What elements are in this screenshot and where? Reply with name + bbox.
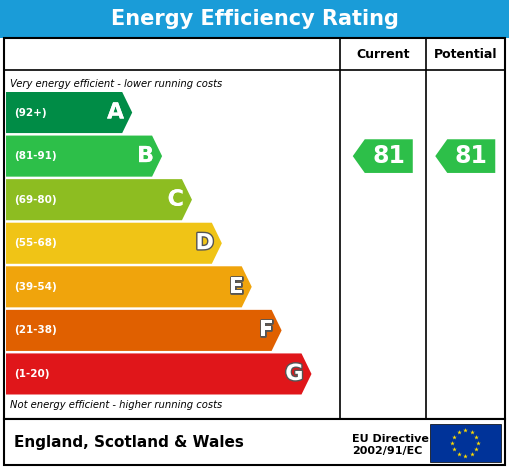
Polygon shape bbox=[6, 266, 252, 307]
Text: D: D bbox=[195, 233, 214, 253]
Text: EU Directive: EU Directive bbox=[352, 434, 429, 444]
Polygon shape bbox=[6, 310, 281, 351]
Text: 81: 81 bbox=[455, 144, 488, 168]
Text: Potential: Potential bbox=[434, 48, 497, 61]
Text: (39-54): (39-54) bbox=[14, 282, 56, 292]
Text: 2002/91/EC: 2002/91/EC bbox=[352, 446, 422, 456]
Text: G: G bbox=[285, 364, 303, 384]
Text: (92+): (92+) bbox=[14, 107, 47, 118]
Text: (55-68): (55-68) bbox=[14, 238, 56, 248]
Bar bbox=[430, 424, 501, 462]
Polygon shape bbox=[6, 92, 132, 133]
Text: England, Scotland & Wales: England, Scotland & Wales bbox=[14, 434, 244, 450]
Polygon shape bbox=[6, 179, 192, 220]
Text: (1-20): (1-20) bbox=[14, 369, 49, 379]
Polygon shape bbox=[435, 139, 495, 173]
Text: (81-91): (81-91) bbox=[14, 151, 56, 161]
Polygon shape bbox=[6, 135, 162, 177]
Text: Current: Current bbox=[356, 48, 410, 61]
Text: Very energy efficient - lower running costs: Very energy efficient - lower running co… bbox=[10, 79, 222, 89]
Bar bbox=[0, 0, 509, 38]
Polygon shape bbox=[353, 139, 413, 173]
Text: 81: 81 bbox=[372, 144, 405, 168]
Text: A: A bbox=[107, 103, 124, 122]
Polygon shape bbox=[6, 223, 222, 264]
Text: (21-38): (21-38) bbox=[14, 325, 56, 335]
Text: (69-80): (69-80) bbox=[14, 195, 56, 205]
Text: C: C bbox=[167, 190, 184, 210]
Bar bbox=[4, 419, 505, 465]
Text: Energy Efficiency Rating: Energy Efficiency Rating bbox=[110, 9, 399, 29]
Text: B: B bbox=[137, 146, 154, 166]
Text: E: E bbox=[229, 277, 244, 297]
Text: F: F bbox=[259, 320, 274, 340]
Polygon shape bbox=[6, 354, 312, 395]
Bar bbox=[4, 38, 505, 419]
Text: Not energy efficient - higher running costs: Not energy efficient - higher running co… bbox=[10, 400, 222, 410]
